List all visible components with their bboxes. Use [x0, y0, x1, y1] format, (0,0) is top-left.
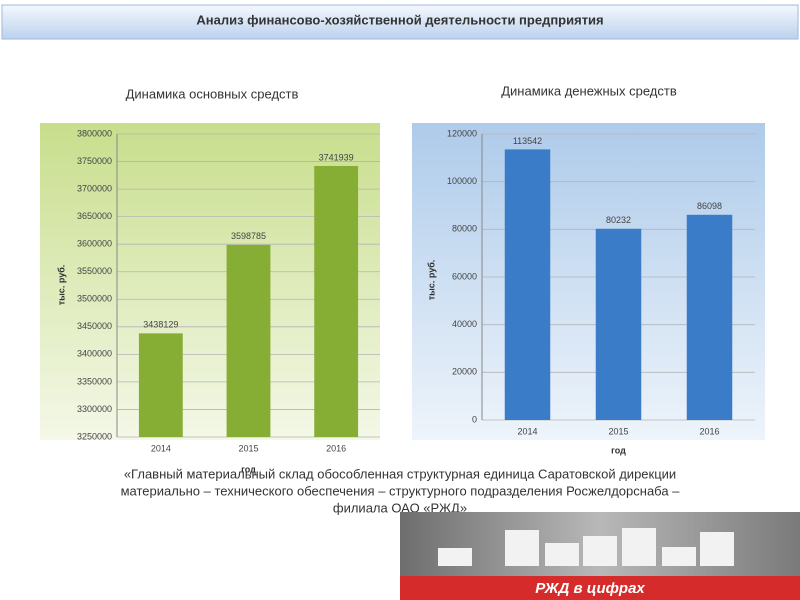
y-tick-label: 3450000 — [77, 321, 112, 331]
y-tick-label: 0 — [472, 414, 477, 424]
banner-text: РЖД в цифрах — [535, 580, 645, 597]
y-axis-label: тыс. руб. — [426, 260, 436, 301]
y-tick-label: 100000 — [447, 176, 477, 186]
y-tick-label: 40000 — [452, 319, 477, 329]
y-tick-label: 60000 — [452, 271, 477, 281]
x-tick-label: 2014 — [151, 443, 171, 453]
banner-band — [400, 576, 800, 600]
banner-decor — [700, 532, 734, 566]
x-axis-label: год — [611, 445, 626, 455]
x-axis-label: год — [241, 464, 256, 474]
y-tick-label: 3550000 — [77, 266, 112, 276]
y-tick-label: 3350000 — [77, 376, 112, 386]
y-tick-label: 3700000 — [77, 183, 112, 193]
banner: РЖД в цифрах — [400, 512, 800, 600]
data-label: 113542 — [513, 136, 542, 146]
y-tick-label: 120000 — [447, 128, 477, 138]
header-title: Анализ финансово-хозяйственной деятельно… — [196, 12, 603, 27]
x-tick-label: 2016 — [699, 426, 719, 436]
header-bar — [1, 4, 799, 40]
data-label: 3438129 — [143, 320, 178, 330]
x-tick-label: 2015 — [238, 443, 258, 453]
caption-line: «Главный материальный склад обособленная… — [124, 466, 676, 481]
banner-decor — [583, 536, 617, 566]
bar — [595, 228, 642, 420]
bar — [686, 214, 733, 420]
bar — [314, 165, 359, 437]
banner-decor — [622, 528, 656, 566]
bar — [226, 244, 271, 437]
x-tick-label: 2015 — [608, 426, 628, 436]
data-label: 80232 — [606, 215, 631, 225]
x-tick-label: 2016 — [326, 443, 346, 453]
caption-line: материально – технического обеспечения –… — [121, 483, 681, 498]
y-tick-label: 80000 — [452, 224, 477, 234]
y-tick-label: 3300000 — [77, 404, 112, 414]
banner-decor — [438, 548, 472, 566]
chart-title: Динамика денежных средств — [501, 83, 677, 98]
data-label: 86098 — [697, 201, 722, 211]
banner-decor — [662, 547, 696, 566]
y-tick-label: 3500000 — [77, 294, 112, 304]
y-tick-label: 3400000 — [77, 349, 112, 359]
bar — [504, 149, 551, 420]
y-tick-label: 3800000 — [77, 128, 112, 138]
y-tick-label: 20000 — [452, 367, 477, 377]
chart-title: Динамика основных средств — [126, 86, 299, 101]
data-label: 3741939 — [319, 152, 354, 162]
caption-line: филиала ОАО «РЖД» — [333, 500, 467, 515]
data-label: 3598785 — [231, 231, 266, 241]
y-tick-label: 3650000 — [77, 211, 112, 221]
y-tick-label: 3250000 — [77, 431, 112, 441]
bar — [138, 333, 183, 437]
x-tick-label: 2014 — [517, 426, 537, 436]
banner-decor — [505, 530, 539, 566]
y-tick-label: 3600000 — [77, 239, 112, 249]
y-axis-label: тыс. руб. — [56, 265, 66, 306]
banner-decor — [545, 543, 579, 566]
y-tick-label: 3750000 — [77, 156, 112, 166]
